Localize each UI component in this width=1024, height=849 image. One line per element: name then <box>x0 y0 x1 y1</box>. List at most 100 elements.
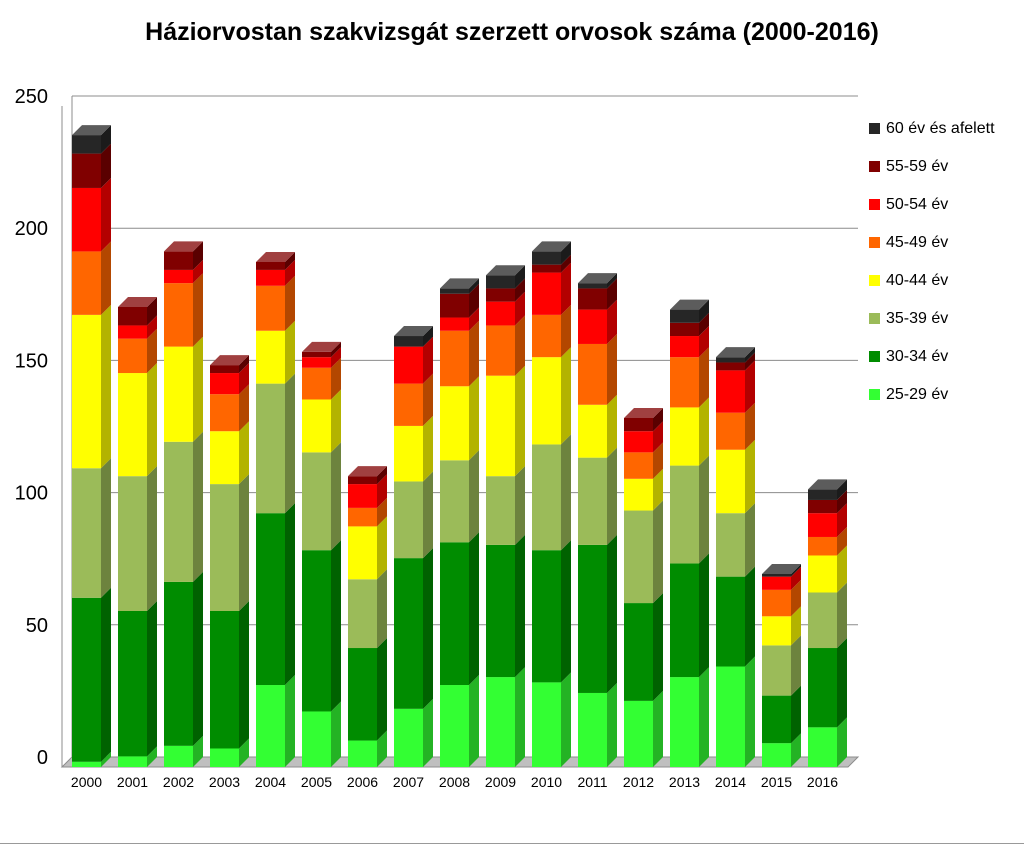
legend-label: 50-54 év <box>886 196 948 213</box>
bar-segment <box>624 478 653 511</box>
legend-item: 55-59 év <box>869 158 948 175</box>
bar-segment-side <box>469 278 479 294</box>
bar-segment <box>486 544 515 678</box>
bar-segment <box>808 536 837 556</box>
bar-segment <box>578 457 607 545</box>
bar-segment-side <box>561 540 571 683</box>
bar-segment-side <box>607 333 617 405</box>
bar-segment <box>164 251 193 270</box>
bar-segment-side <box>331 540 341 712</box>
bar-stack-2003 <box>210 355 249 767</box>
bar-segment <box>808 489 837 500</box>
bar-segment <box>486 375 515 477</box>
bar-top <box>72 125 111 136</box>
bar-segment-side <box>331 357 341 400</box>
y-tick-label: 150 <box>15 350 48 372</box>
bar-segment-side <box>561 304 571 358</box>
bar-segment <box>762 573 791 577</box>
bar-segment <box>440 542 469 686</box>
bar-segment <box>440 330 469 387</box>
bar-stack-2015 <box>762 563 801 767</box>
bar-segment <box>256 261 285 270</box>
bar-segment <box>256 269 285 286</box>
bar-segment <box>440 460 469 543</box>
bar-stack-2001 <box>118 296 157 767</box>
bar-segment-side <box>745 656 755 767</box>
bar-segment-side <box>469 320 479 387</box>
bar-top <box>808 479 847 490</box>
bar-segment-side <box>699 455 709 564</box>
legend-item: 35-39 év <box>869 310 948 327</box>
bar-segment-side <box>515 278 525 302</box>
bar-segment <box>624 603 653 701</box>
bar-top <box>302 341 341 352</box>
bar-segment-side <box>653 593 663 701</box>
bar-segment-side <box>515 315 525 376</box>
bar-segment <box>578 404 607 458</box>
bar-segment <box>486 301 515 326</box>
bar-segment <box>164 745 193 767</box>
bar-top <box>486 265 525 276</box>
bar-segment <box>164 581 193 746</box>
bar-segment <box>762 576 791 590</box>
y-tick-label: 50 <box>26 615 48 637</box>
bar-segment-side <box>699 667 709 767</box>
bar-stack-2012 <box>624 407 663 767</box>
bar-segment <box>532 272 561 315</box>
bar-stack-2007 <box>394 326 433 767</box>
legend-item: 25-29 év <box>869 386 948 403</box>
bar-segment <box>210 611 239 749</box>
bar-segment-side <box>837 526 847 556</box>
bar-segment-side <box>147 601 157 757</box>
x-tick-label: 2007 <box>393 774 424 790</box>
bar-segment-side <box>745 566 755 667</box>
bar-segment-side <box>469 450 479 543</box>
bar-segment-side <box>607 447 617 545</box>
bar-segment-side <box>515 667 525 767</box>
x-tick-label: 2015 <box>761 774 792 790</box>
bar-segment-side <box>377 497 387 527</box>
legend-swatch <box>869 161 880 172</box>
bar-segment-side <box>101 458 111 598</box>
bar-segment <box>808 648 837 728</box>
bar-segment-side <box>561 254 571 273</box>
bar-segment-side <box>561 672 571 767</box>
legend-item: 45-49 év <box>869 234 948 251</box>
legend-label: 45-49 év <box>886 234 948 251</box>
legend-label: 40-44 év <box>886 272 948 289</box>
bar-segment-side <box>239 363 249 395</box>
bar-segment-side <box>699 553 709 678</box>
bar-segment-side <box>653 442 663 479</box>
bar-segment-side <box>377 569 387 649</box>
bar-segment-side <box>101 241 111 315</box>
bar-segment <box>210 431 239 485</box>
bar-segment <box>348 648 377 741</box>
legend-item: 60 év és afelett <box>869 120 995 137</box>
bar-segment <box>348 526 377 580</box>
bar-segment <box>808 499 837 514</box>
bar-segment <box>486 275 515 289</box>
x-tick-label: 2000 <box>71 774 102 790</box>
bar-segment-side <box>791 635 801 696</box>
x-tick-label: 2008 <box>439 774 470 790</box>
bar-segment-side <box>837 717 847 767</box>
bar-segment-side <box>791 606 801 646</box>
bar-segment <box>394 425 423 482</box>
y-tick-label: 100 <box>15 483 48 505</box>
bar-segment-side <box>147 315 157 339</box>
bar-segment-side <box>285 503 295 686</box>
bar-segment <box>72 597 101 762</box>
bar-segment-side <box>561 262 571 315</box>
bar-stack-2004 <box>256 251 295 767</box>
bar-segment-side <box>101 751 111 767</box>
bottom-divider <box>0 843 1024 844</box>
bar-segment-side <box>377 466 387 485</box>
bar-segment <box>624 431 653 453</box>
bar-segment-side <box>331 389 341 453</box>
bar-stack-2008 <box>440 278 479 767</box>
bar-segment <box>670 336 699 358</box>
bar-segment <box>808 727 837 767</box>
bar-segment <box>532 357 561 445</box>
bar-segment-side <box>699 326 709 358</box>
bar-segment <box>394 383 423 426</box>
